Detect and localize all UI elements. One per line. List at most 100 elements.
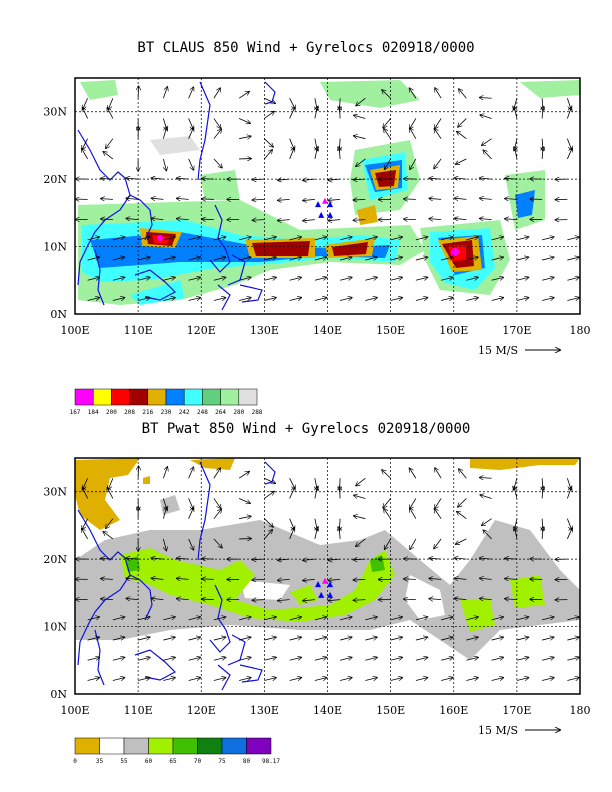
pwat-wind-vector [238, 498, 250, 503]
claus-wind-vector [264, 277, 276, 281]
claus-wind-vector [365, 237, 377, 241]
claus-colorbar: 167 184 200 208 216 230 242 248 264 280 288 [70, 388, 263, 416]
pwat-wind-vector [213, 509, 221, 519]
claus-gyre-marker [321, 197, 328, 204]
pwat-wind-vector [340, 657, 352, 660]
claus-wind-vector [202, 219, 214, 220]
pwat-wind-vector [264, 477, 275, 483]
pwat-coastline [264, 461, 276, 485]
pwat-wind-vector [365, 617, 377, 620]
pwat-wind-vector [542, 478, 543, 490]
claus-wind-vector [264, 97, 275, 103]
pwat-wind-vector [202, 599, 214, 600]
pwat-y-tick-label: 30N [43, 486, 67, 499]
claus-wind-vector [177, 219, 189, 220]
claus-colorbar-label: 200 [106, 409, 117, 416]
pwat-colorbar-swatch [172, 737, 198, 755]
claus-wind-vector [567, 298, 579, 301]
claus-wind-vector [365, 257, 377, 260]
claus-colorbar-label: 288 [252, 409, 263, 416]
pwat-x-tick-label: 170E [502, 704, 531, 717]
claus-wind-vector [238, 92, 249, 99]
claus-wind-vector [505, 178, 517, 179]
claus-wind-vector [354, 115, 366, 119]
pwat-wind-vector [101, 579, 113, 580]
claus-wind-vector [567, 237, 579, 241]
pwat-wind-vector [162, 467, 167, 479]
claus-wind-vector [441, 298, 453, 301]
pwat-coastline [197, 461, 211, 561]
claus-wind-vector [340, 98, 341, 110]
pwat-wind-vector [542, 657, 554, 660]
claus-wind-vector [567, 277, 579, 281]
claus-wind-vector [303, 199, 315, 200]
pwat-wind-vector [213, 498, 221, 508]
claus-wind-vector [382, 90, 391, 99]
claus-wind-vector [239, 136, 251, 138]
claus-wind-vector [516, 298, 529, 301]
claus-colorbar-label: 208 [124, 409, 135, 416]
pwat-wind-vector [480, 558, 492, 559]
pwat-wind-vector [390, 678, 403, 681]
pwat-wind-vector [264, 657, 276, 660]
pwat-wind-vector [289, 657, 302, 660]
claus-wind-vector [384, 129, 391, 139]
claus-wind-vector [112, 257, 125, 260]
pwat-wind-vector [390, 637, 403, 640]
pwat-wind-vector [213, 468, 220, 479]
claus-wind-vector [83, 98, 88, 109]
pwat-wind-vector [177, 558, 189, 559]
pwat-wind-vector [328, 600, 341, 601]
claus-wind-vector [491, 298, 504, 301]
claus-wind-vector [101, 199, 113, 200]
pwat-wind-vector [289, 678, 302, 681]
claus-wind-vector [410, 118, 417, 128]
claus-wind-vector [238, 118, 250, 123]
pwat-gyre-marker [327, 591, 334, 598]
pwat-wind-vector [82, 529, 88, 540]
claus-wind-vector [188, 118, 194, 129]
pwat-wind-vector [434, 509, 442, 519]
pwat-wind-vector [514, 478, 518, 490]
claus-wind-vector [87, 298, 100, 301]
claus-gyre-marker [318, 211, 325, 218]
claus-wind-vector [516, 237, 529, 241]
claus-wind-vector [188, 277, 201, 281]
claus-gyre-marker [327, 211, 334, 218]
claus-wind-vector [188, 237, 201, 241]
claus-wind-vector [480, 218, 492, 219]
pwat-wind-vector [87, 637, 100, 640]
pwat-wind-vector [480, 598, 492, 599]
claus-coastline [264, 81, 276, 105]
claus-wind-vectors [76, 86, 579, 301]
pwat-wind-vector [239, 678, 251, 681]
claus-wind-vector [188, 158, 194, 170]
pwat-colorbar-label: 0 [73, 758, 77, 765]
claus-x-tick-label: 170E [502, 324, 531, 337]
pwat-coastline [134, 649, 176, 681]
claus-wind-vector [82, 149, 88, 160]
pwat-wind-vector [188, 508, 194, 519]
claus-y-tick-label: 30N [43, 106, 67, 119]
pwat-wind-vector [456, 538, 467, 544]
pwat-wind-vector [354, 495, 366, 499]
pwat-wind-vector [315, 518, 317, 531]
claus-wind-vector [289, 257, 302, 260]
claus-wind-vector [82, 138, 88, 150]
pwat-wind-vector [491, 657, 504, 660]
claus-wind-vector [390, 237, 403, 241]
claus-vector-reference: 15 M/S [478, 344, 560, 357]
pwat-wind-vector [213, 538, 222, 548]
claus-x-tick-label: 120E [187, 324, 216, 337]
claus-wind-vector [202, 199, 214, 200]
claus-wind-vector [415, 277, 428, 281]
pwat-wind-vector [441, 637, 453, 640]
pwat-wind-vector [491, 637, 504, 640]
pwat-wind-vector [238, 472, 249, 479]
claus-wind-vector [434, 158, 442, 169]
pwat-wind-vector [264, 518, 273, 527]
claus-colorbar-swatch [238, 388, 258, 406]
pwat-wind-vector [101, 599, 113, 600]
claus-wind-vector [542, 277, 554, 281]
pwat-x-tick-label: 130E [250, 704, 279, 717]
